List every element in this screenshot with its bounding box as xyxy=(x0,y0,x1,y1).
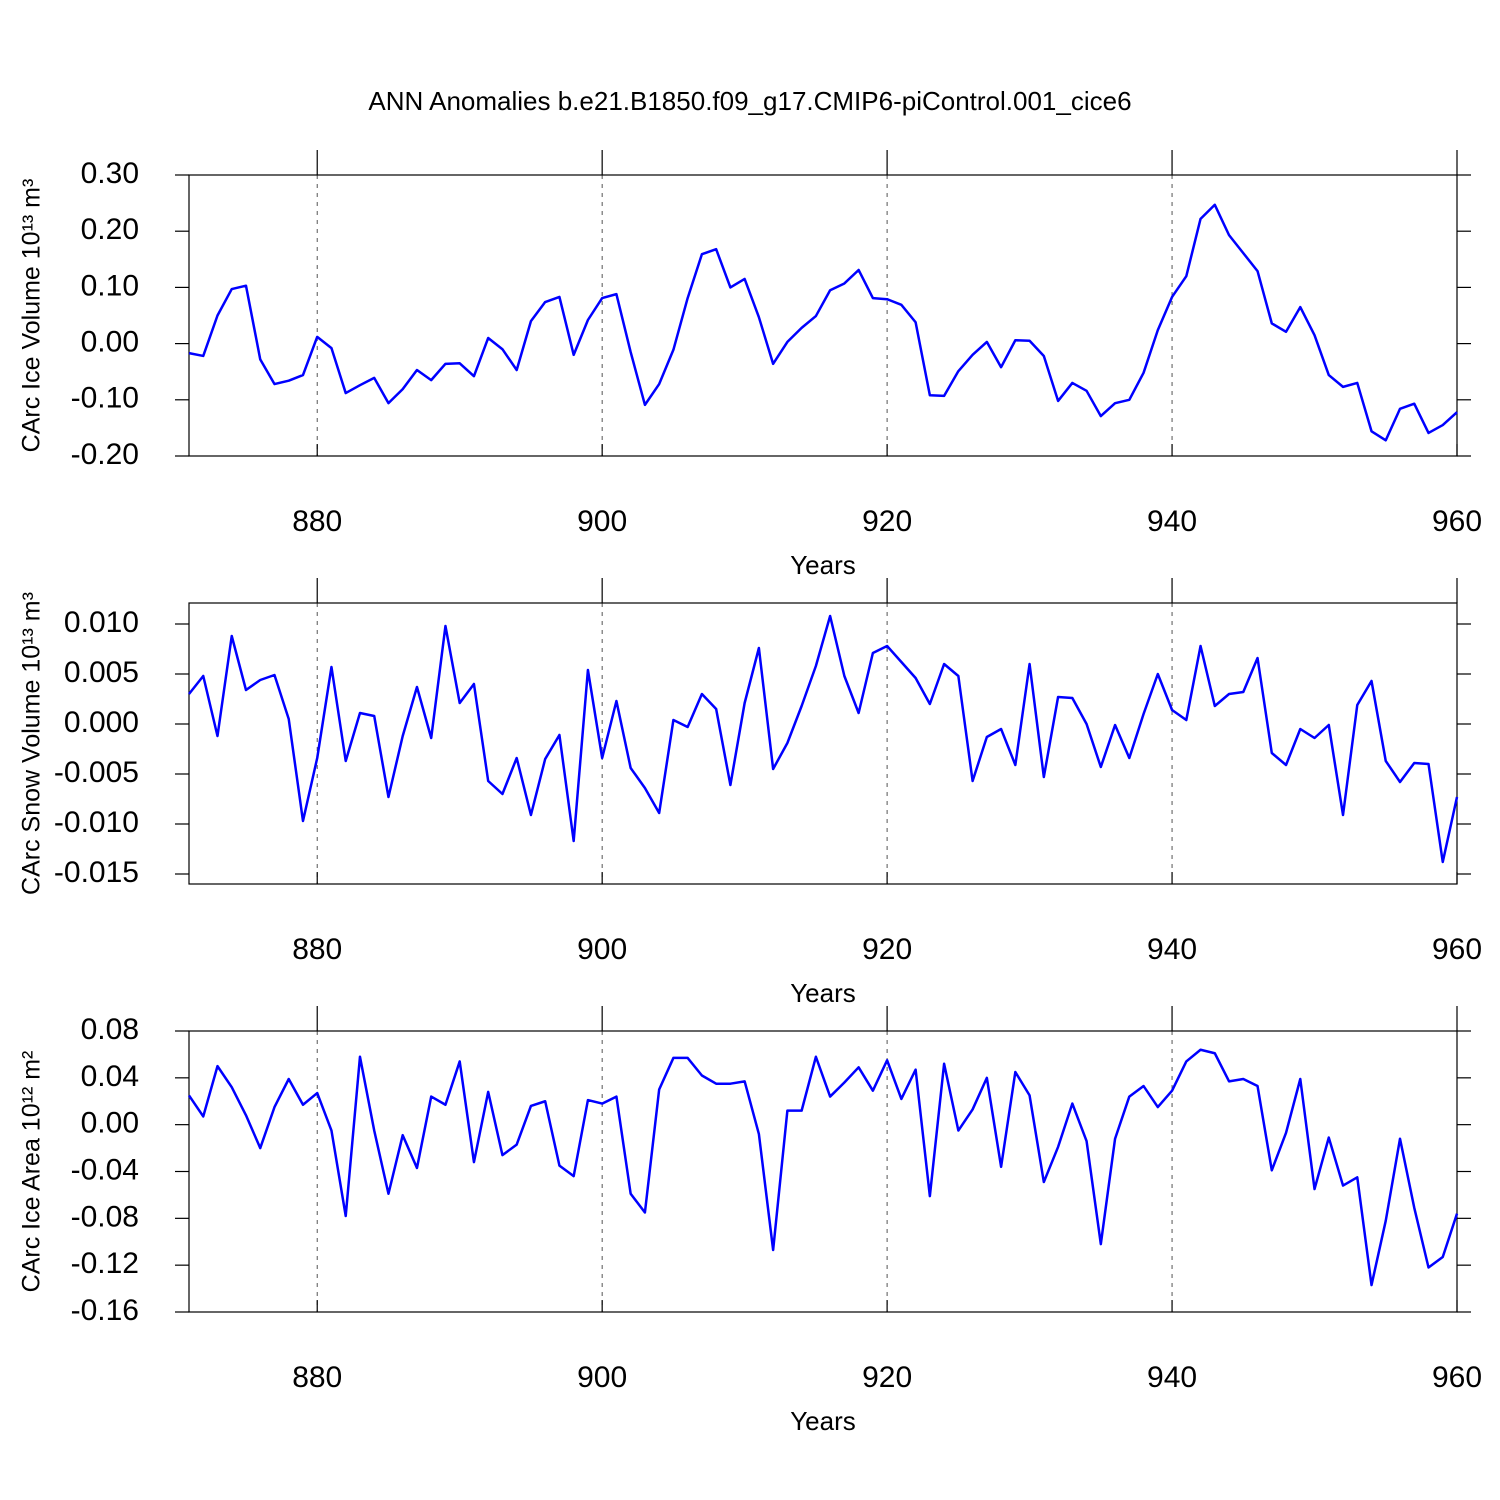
y-tick-label: 0.10 xyxy=(81,269,139,302)
y-tick-label: 0.04 xyxy=(81,1060,139,1093)
y-tick-label: -0.10 xyxy=(71,382,139,415)
y-tick-label: 0.000 xyxy=(64,706,139,739)
x-axis-label: Years xyxy=(790,550,856,580)
y-tick-label: -0.010 xyxy=(54,806,139,839)
x-tick-label: 960 xyxy=(1432,1361,1482,1394)
y-tick-label: 0.08 xyxy=(81,1013,139,1046)
x-tick-label: 900 xyxy=(577,933,627,966)
x-tick-label: 960 xyxy=(1432,505,1482,538)
x-axis-label: Years xyxy=(790,978,856,1008)
x-tick-label: 920 xyxy=(862,1361,912,1394)
figure-title: ANN Anomalies b.e21.B1850.f09_g17.CMIP6-… xyxy=(368,86,1131,116)
y-tick-label: -0.08 xyxy=(71,1200,139,1233)
y-tick-label: -0.04 xyxy=(71,1153,139,1186)
y-tick-label: -0.005 xyxy=(54,756,139,789)
x-tick-label: 880 xyxy=(292,1361,342,1394)
x-tick-label: 940 xyxy=(1147,933,1197,966)
x-tick-label: 900 xyxy=(577,505,627,538)
y-tick-label: 0.20 xyxy=(81,213,139,246)
panel: 880 900 920 940 960 -0.20 -0.10 0.00 0.10 0.20 0.3… xyxy=(18,150,1482,580)
x-tick-label: 880 xyxy=(292,933,342,966)
y-tick-label: -0.16 xyxy=(71,1294,139,1327)
y-tick-label: 0.00 xyxy=(81,1107,139,1140)
panel: 880 900 920 940 960 -0.16 -0.12 -0.08 -0.04 0.00 0… xyxy=(18,1006,1482,1436)
plot-frame xyxy=(188,1030,1458,1313)
data-line xyxy=(188,203,1458,442)
x-tick-label: 940 xyxy=(1147,505,1197,538)
y-tick-label: -0.015 xyxy=(54,856,139,889)
y-axis-label: CArc Snow Volume 10¹³ m³ xyxy=(18,592,46,895)
x-tick-label: 940 xyxy=(1147,1361,1197,1394)
panel: 880 900 920 940 960 -0.015 -0.010 -0.005 0.000 0.… xyxy=(18,578,1482,1008)
plot-frame xyxy=(188,602,1458,885)
y-tick-label: -0.20 xyxy=(71,438,139,471)
data-line xyxy=(188,614,1459,864)
y-tick-label: 0.005 xyxy=(64,656,139,689)
x-tick-label: 960 xyxy=(1432,933,1482,966)
x-tick-label: 920 xyxy=(862,933,912,966)
y-tick-label: -0.12 xyxy=(71,1247,139,1280)
y-tick-label: 0.30 xyxy=(81,157,139,190)
x-axis-label: Years xyxy=(790,1406,856,1436)
x-tick-label: 920 xyxy=(862,505,912,538)
y-axis-label: CArc Ice Area 10¹² m² xyxy=(18,1051,46,1293)
data-line xyxy=(187,1048,1459,1287)
y-axis-label: CArc Ice Volume 10¹³ m³ xyxy=(18,179,46,453)
x-tick-label: 880 xyxy=(292,505,342,538)
y-tick-label: 0.00 xyxy=(81,326,139,359)
plot-frame xyxy=(188,174,1458,457)
y-tick-label: 0.010 xyxy=(64,606,139,639)
x-tick-label: 900 xyxy=(577,1361,627,1394)
